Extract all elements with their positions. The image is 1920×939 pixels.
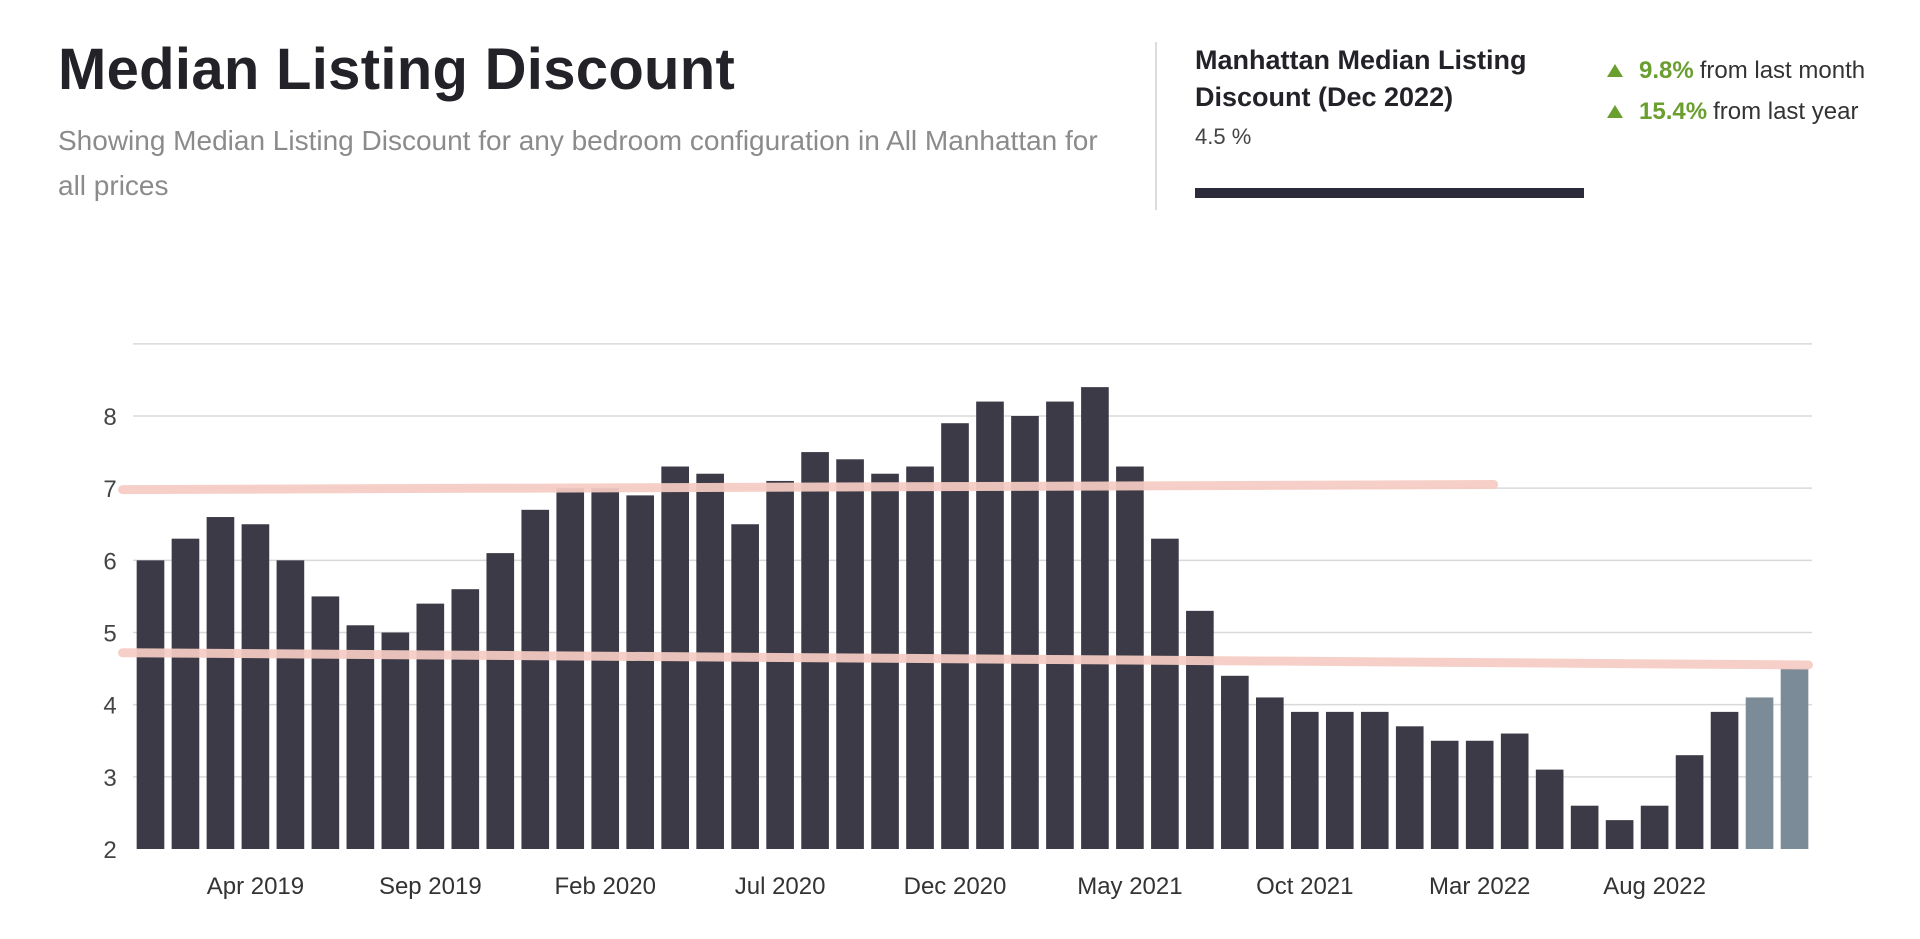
bars xyxy=(136,387,1809,849)
bar xyxy=(626,495,655,849)
bar xyxy=(1290,711,1319,849)
bar xyxy=(451,589,480,849)
bar xyxy=(1360,711,1389,849)
bar xyxy=(276,560,305,849)
bar xyxy=(311,596,340,849)
header-divider xyxy=(1155,42,1157,210)
y-tick-label: 5 xyxy=(103,621,116,648)
bar xyxy=(1221,675,1249,849)
trend-line xyxy=(118,648,1814,670)
x-tick-label: Sep 2019 xyxy=(379,873,482,900)
x-tick-label: Oct 2021 xyxy=(1256,873,1353,900)
x-axis-ticks: Apr 2019 Sep 2019 Feb 2020 Jul 2020 Dec 2020… xyxy=(207,873,1706,900)
triangle-up-icon xyxy=(1607,64,1623,77)
triangle-up-icon xyxy=(1607,105,1623,118)
bar xyxy=(1325,711,1354,849)
x-tick-label: Mar 2022 xyxy=(1429,873,1530,900)
change-year: 15.4% from last year xyxy=(1605,91,1865,132)
bar xyxy=(1465,740,1494,849)
bar xyxy=(1675,755,1704,849)
bar xyxy=(136,560,165,849)
bar xyxy=(1780,668,1809,849)
bar xyxy=(171,538,200,849)
page-title: Median Listing Discount xyxy=(58,37,736,102)
change-month-value: 9.8% xyxy=(1639,56,1694,84)
change-month: 9.8% from last month xyxy=(1605,50,1865,91)
x-tick-label: Apr 2019 xyxy=(207,873,304,900)
bar xyxy=(346,625,375,849)
x-tick-label: Aug 2022 xyxy=(1603,873,1706,900)
bar xyxy=(731,524,759,849)
bar xyxy=(1640,805,1669,849)
page-subtitle: Showing Median Listing Discount for any … xyxy=(58,125,1098,201)
bar xyxy=(591,488,620,849)
bar xyxy=(1046,401,1074,849)
y-tick-label: 4 xyxy=(103,693,116,720)
bar xyxy=(1535,769,1564,849)
trend-line xyxy=(118,480,1499,495)
bar xyxy=(1256,697,1284,849)
bar xyxy=(1151,538,1179,849)
trend-annotations xyxy=(118,480,1814,670)
bar xyxy=(1570,805,1599,849)
y-tick-label: 2 xyxy=(103,837,116,864)
x-tick-label: Feb 2020 xyxy=(555,873,656,900)
bar xyxy=(1081,387,1109,849)
change-list: 9.8% from last month 15.4% from last yea… xyxy=(1605,50,1865,132)
change-month-text: from last month xyxy=(1699,56,1866,84)
y-tick-label: 6 xyxy=(103,548,116,575)
bar xyxy=(1605,820,1634,849)
stat-bar xyxy=(1195,188,1584,198)
y-tick-label: 3 xyxy=(103,765,116,792)
bar xyxy=(486,553,515,849)
y-tick-label: 7 xyxy=(103,476,116,503)
change-year-value: 15.4% xyxy=(1639,97,1708,125)
bar xyxy=(416,603,445,849)
bar xyxy=(1710,711,1739,849)
bar xyxy=(1745,697,1774,849)
bar xyxy=(1395,726,1424,849)
bar xyxy=(941,423,969,849)
bar xyxy=(1500,733,1529,849)
bar xyxy=(521,509,550,849)
x-tick-label: Jul 2020 xyxy=(735,873,826,900)
bar xyxy=(976,401,1004,849)
bar xyxy=(801,452,829,849)
bar xyxy=(1011,416,1039,849)
y-tick-label: 8 xyxy=(103,404,116,431)
grid-lines xyxy=(133,343,1812,778)
bar xyxy=(381,632,410,849)
x-tick-label: Dec 2020 xyxy=(904,873,1007,900)
x-tick-label: May 2021 xyxy=(1077,873,1182,900)
bar xyxy=(1430,740,1459,849)
stat-title: Manhattan Median Listing Discount (Dec 2… xyxy=(1195,45,1527,112)
change-year-text: from last year xyxy=(1713,97,1859,125)
stat-value: 4.5 % xyxy=(1195,124,1252,149)
bar xyxy=(1186,610,1214,849)
bar xyxy=(241,524,270,849)
bar xyxy=(766,480,794,849)
bar xyxy=(556,488,585,849)
bar xyxy=(206,517,235,849)
y-axis-ticks: 2 3 4 5 6 7 8 xyxy=(103,404,116,864)
